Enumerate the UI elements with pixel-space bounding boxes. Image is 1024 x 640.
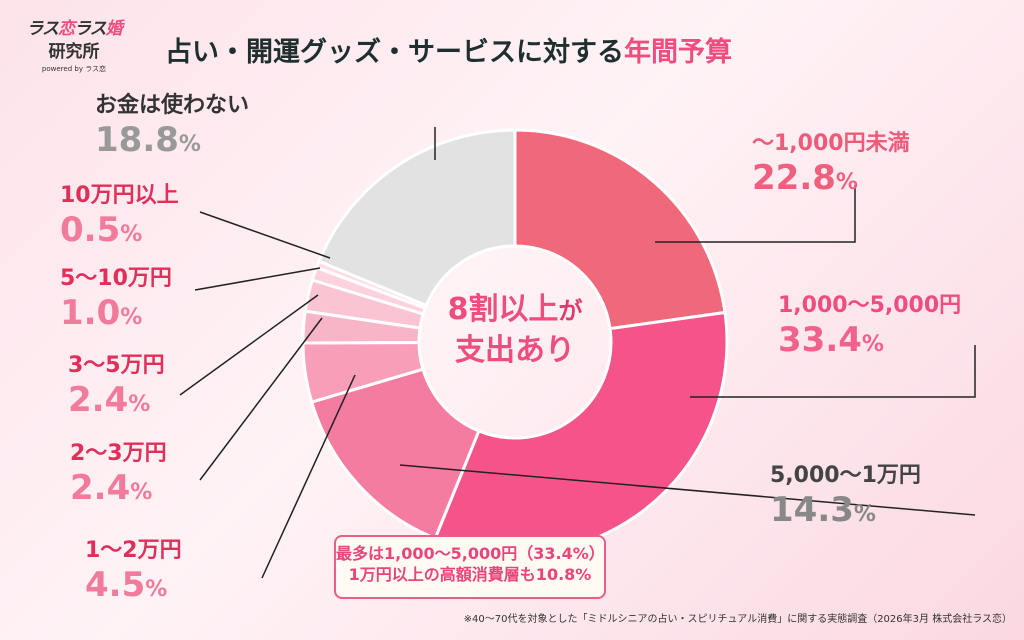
leader-line bbox=[199, 317, 323, 481]
logo-text: 婚 bbox=[105, 19, 123, 39]
slice-name: 1,000〜5,000円 bbox=[778, 293, 962, 318]
slice-label: 10万円以上 0.5% bbox=[60, 183, 179, 250]
logo-tagline: powered by ラス恋 bbox=[41, 65, 107, 73]
slice-name: 5,000〜1万円 bbox=[770, 463, 921, 488]
callout-box: 最多は1,000〜5,000円（33.4%） 1万円以上の高額消費層も10.8% bbox=[334, 535, 606, 599]
logo-text: ラス bbox=[26, 19, 59, 39]
page-title: 占い・開運グッズ・サービスに対する年間予算 bbox=[165, 30, 732, 69]
slice-name: 〜1,000円未満 bbox=[752, 131, 910, 156]
slice-label: 5〜10万円 1.0% bbox=[60, 266, 172, 333]
center-text: が bbox=[558, 297, 583, 325]
leader-line bbox=[194, 267, 321, 291]
slice-value: 0.5% bbox=[60, 210, 143, 250]
leader-line bbox=[690, 345, 976, 398]
slice-label: 1,000〜5,000円 33.4% bbox=[778, 293, 962, 360]
logo-text: 恋 bbox=[58, 19, 75, 39]
callout-line: 最多は1,000〜5,000円（33.4%） bbox=[336, 544, 605, 563]
slice-name: 10万円以上 bbox=[60, 183, 179, 208]
slice-value: 22.8% bbox=[752, 158, 858, 198]
center-label: 8割以上が 支出あり bbox=[420, 290, 610, 371]
logo-text: 研究所 bbox=[48, 42, 100, 62]
logo: ラス恋ラス婚 研究所 powered by ラス恋 bbox=[14, 14, 134, 74]
leader-line bbox=[199, 211, 331, 259]
slice-name: 1〜2万円 bbox=[85, 538, 182, 563]
slice-value: 2.4% bbox=[70, 468, 153, 508]
leader-line bbox=[179, 294, 319, 396]
slice-name: お金は使わない bbox=[95, 93, 250, 118]
slice-label: お金は使わない 18.8% bbox=[95, 93, 250, 160]
slice-value: 4.5% bbox=[85, 565, 168, 605]
slice-label: 1〜2万円 4.5% bbox=[85, 538, 182, 605]
slice-value: 33.4% bbox=[778, 320, 884, 360]
slice-label: 〜1,000円未満 22.8% bbox=[752, 131, 910, 198]
slice-value: 14.3% bbox=[770, 490, 876, 530]
title-main: 占い・開運グッズ・サービスに対する bbox=[165, 37, 624, 68]
slice-label: 3〜5万円 2.4% bbox=[68, 353, 165, 420]
donut-slice bbox=[309, 367, 481, 541]
slice-value: 18.8% bbox=[95, 120, 201, 160]
callout-line: 1万円以上の高額消費層も10.8% bbox=[348, 564, 592, 584]
donut-slice bbox=[513, 128, 727, 331]
leader-line bbox=[261, 374, 356, 579]
title-highlight: 年間予算 bbox=[624, 37, 732, 68]
slice-label: 5,000〜1万円 14.3% bbox=[770, 463, 921, 530]
slice-value: 2.4% bbox=[68, 380, 151, 420]
leader-line bbox=[655, 185, 856, 243]
slice-label: 2〜3万円 2.4% bbox=[70, 441, 167, 508]
footnote: ※40〜70代を対象とした「ミドルシニアの占い・スピリチュアル消費」に関する実態… bbox=[463, 614, 1012, 625]
slice-name: 5〜10万円 bbox=[60, 266, 172, 291]
slice-value: 1.0% bbox=[60, 293, 143, 333]
center-text: 8割以上 bbox=[447, 292, 559, 327]
logo-text: ラス bbox=[74, 19, 107, 39]
slice-name: 3〜5万円 bbox=[68, 353, 165, 378]
slice-name: 2〜3万円 bbox=[70, 441, 167, 466]
center-text: 支出あり bbox=[455, 332, 575, 368]
donut-slice bbox=[317, 128, 517, 308]
leader-line bbox=[399, 464, 976, 516]
